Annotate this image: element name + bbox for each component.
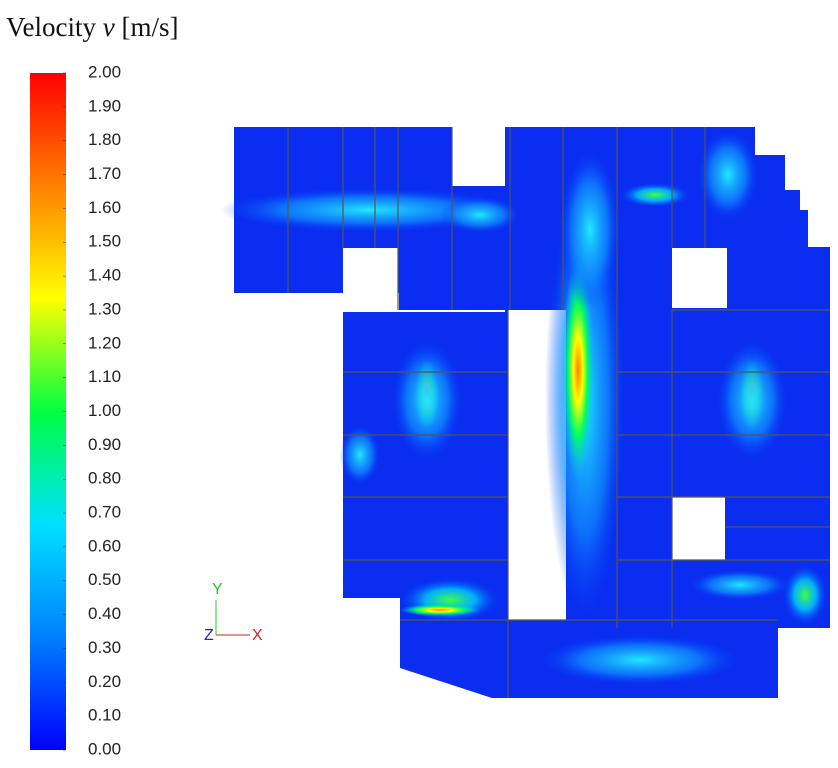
colorbar-tick-label: 1.30 <box>88 299 121 318</box>
colorbar-tick-label: 0.90 <box>88 435 121 454</box>
colorbar-tick-label: 0.10 <box>88 706 121 725</box>
title-symbol: v <box>103 12 115 42</box>
title-text: Velocity <box>6 12 96 42</box>
colorbar-tick-label: 2.00 <box>88 62 121 81</box>
axis-y: Y <box>212 581 223 598</box>
colorbar-tick-label: 0.00 <box>88 739 121 758</box>
title-unit: [m/s] <box>121 12 178 42</box>
colorbar <box>30 73 66 750</box>
axis-x: X <box>252 627 263 644</box>
colorbar-tick-label: 0.60 <box>88 536 121 555</box>
colorbar-tick-label: 1.60 <box>88 198 121 217</box>
colorbar-tick-label: 0.50 <box>88 570 121 589</box>
colorbar-tick-label: 0.70 <box>88 503 121 522</box>
colorbar-tick-label: 0.80 <box>88 469 121 488</box>
colorbar-tick-label: 1.70 <box>88 164 121 183</box>
axis-z: Z <box>204 627 214 644</box>
title: Velocity v [m/s] <box>6 12 178 42</box>
colorbar-tick-label: 0.30 <box>88 638 121 657</box>
colorbar-tick-label: 1.90 <box>88 96 121 115</box>
colorbar-tick-label: 1.20 <box>88 333 121 352</box>
colorbar-tick-label: 0.40 <box>88 604 121 623</box>
colorbar-tick-label: 1.00 <box>88 401 121 420</box>
colorbar-tick-label: 1.40 <box>88 266 121 285</box>
colorbar-tick-label: 0.20 <box>88 672 121 691</box>
flow-field <box>220 127 830 698</box>
colorbar-tick-label: 1.50 <box>88 232 121 251</box>
colorbar-tick-label: 1.10 <box>88 367 121 386</box>
axis-triad: Y Z X <box>204 581 263 644</box>
colorbar-tick-label: 1.80 <box>88 130 121 149</box>
